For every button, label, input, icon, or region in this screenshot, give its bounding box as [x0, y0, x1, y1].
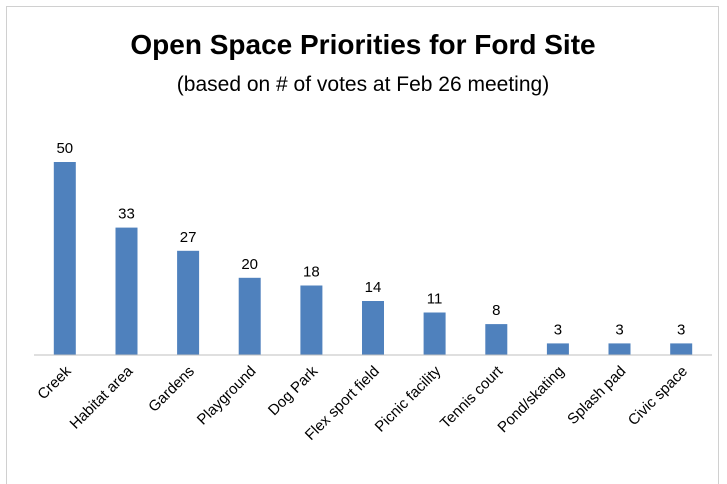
x-tick-label: Dog Park — [265, 362, 322, 419]
chart-subtitle: (based on # of votes at Feb 26 meeting) — [177, 73, 549, 96]
x-tick-label: Civic space — [625, 363, 691, 429]
data-label: 50 — [56, 140, 73, 157]
bar-splash-pad — [608, 343, 631, 355]
x-tick-label: Picnic facility — [372, 362, 445, 435]
data-label: 11 — [427, 291, 443, 308]
bar-tennis-court — [485, 324, 508, 355]
bar-dog-park — [300, 285, 323, 355]
data-label: 14 — [365, 279, 382, 296]
x-tick-label: Pond/skating — [494, 363, 567, 436]
data-label: 20 — [241, 256, 258, 273]
bar-chart: Open Space Priorities for Ford Site (bas… — [34, 29, 712, 444]
data-label: 27 — [180, 229, 197, 246]
data-label: 33 — [118, 206, 135, 223]
bar-creek — [53, 162, 76, 355]
data-label: 18 — [303, 264, 320, 281]
bars-layer — [53, 162, 693, 355]
bar-pond-skating — [546, 343, 569, 355]
bar-gardens — [177, 250, 200, 355]
chart-title: Open Space Priorities for Ford Site — [130, 29, 595, 60]
x-tick-label: Habitat area — [67, 362, 137, 432]
bar-habitat-area — [115, 227, 138, 355]
bar-flex-sport-field — [362, 301, 384, 355]
x-tick-label: Creek — [34, 362, 75, 403]
data-label: 3 — [677, 321, 685, 338]
x-tick-label: Playground — [194, 363, 260, 429]
x-tick-label: Splash pad — [564, 363, 629, 428]
data-label: 8 — [492, 302, 500, 319]
bar-playground — [238, 277, 261, 355]
chart-frame: Open Space Priorities for Ford Site (bas… — [6, 6, 719, 484]
bar-picnic-facility — [423, 312, 446, 355]
x-tick-label: Gardens — [145, 363, 198, 416]
bar-civic-space — [670, 343, 693, 355]
data-label: 3 — [554, 321, 562, 338]
data-label: 3 — [615, 321, 623, 338]
